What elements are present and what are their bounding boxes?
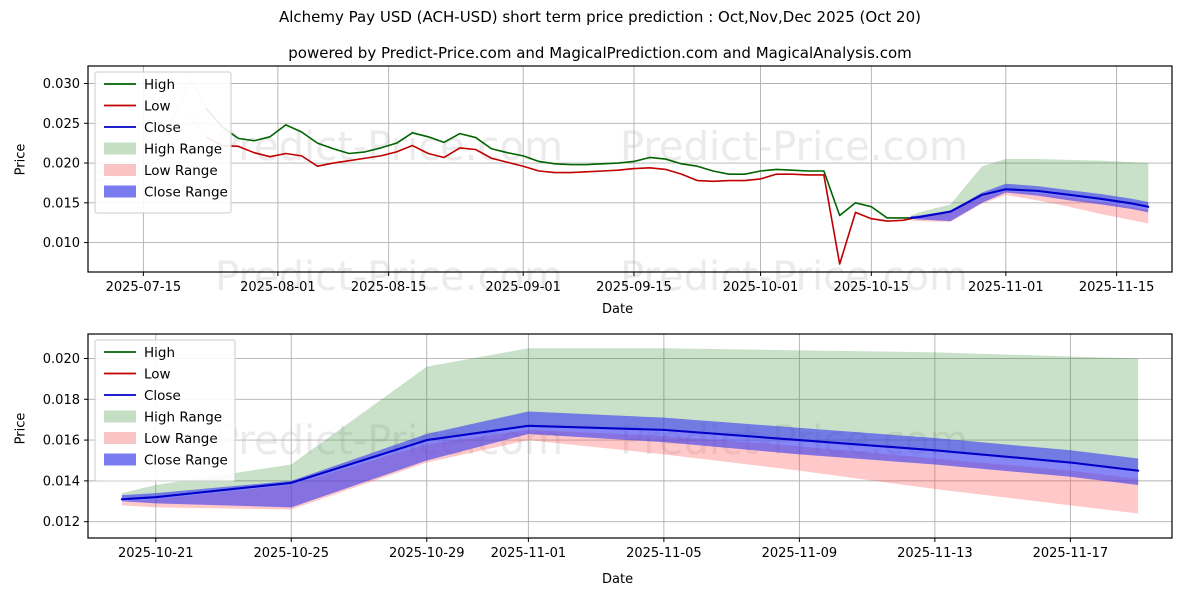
overview-chart: Predict-Price.com Predict-Price.com Pred… <box>0 60 1200 320</box>
x-tick-label: 2025-11-05 <box>626 546 702 561</box>
y-tick-label: 0.025 <box>43 117 80 132</box>
legend-label: Low Range <box>144 431 218 447</box>
legend-swatch <box>104 454 136 466</box>
legend-label: Close Range <box>144 184 228 200</box>
x-tick-label: 2025-08-15 <box>351 280 427 295</box>
x-tick-label: 2025-10-25 <box>253 546 329 561</box>
legend-swatch <box>104 186 136 198</box>
y-tick-label: 0.010 <box>43 236 80 251</box>
legend-label: Low Range <box>144 163 218 179</box>
page-title: Alchemy Pay USD (ACH-USD) short term pri… <box>0 8 1200 26</box>
x-tick-label: 2025-10-29 <box>389 546 465 561</box>
chart-legend: High Low Close High Range Low Range Close Ran… <box>95 72 231 213</box>
x-tick-label: 2025-09-15 <box>596 280 672 295</box>
x-axis-label: Date <box>602 302 633 317</box>
legend-label: High <box>144 77 175 93</box>
y-tick-label: 0.015 <box>43 196 80 211</box>
legend-label: Low <box>144 98 171 114</box>
forecast-detail-chart: Predict-Price.com Predict-Price.com 0.01… <box>0 326 1200 600</box>
legend-label: Close Range <box>144 452 228 468</box>
x-tick-label: 2025-10-01 <box>723 280 799 295</box>
chart-legend: High Low Close High Range Low Range Close Ran… <box>95 340 235 481</box>
x-tick-label: 2025-11-17 <box>1033 546 1109 561</box>
legend-swatch <box>104 143 136 155</box>
x-tick-label: 2025-10-21 <box>118 546 194 561</box>
y-tick-label: 0.016 <box>43 434 80 449</box>
y-tick-label: 0.020 <box>43 157 80 172</box>
y-axis-label: Price <box>14 399 29 459</box>
legend-label: Close <box>144 388 181 404</box>
y-axis-label: Price <box>14 130 29 190</box>
legend-label: High <box>144 345 175 361</box>
x-tick-label: 2025-09-01 <box>485 280 561 295</box>
y-tick-label: 0.012 <box>43 515 80 530</box>
legend-swatch <box>104 432 136 444</box>
legend-swatch <box>104 164 136 176</box>
y-tick-label: 0.018 <box>43 393 80 408</box>
x-axis-label: Date <box>602 572 633 587</box>
legend-label: High Range <box>144 141 222 157</box>
chart-page: Alchemy Pay USD (ACH-USD) short term pri… <box>0 0 1200 600</box>
legend-swatch <box>104 411 136 423</box>
y-tick-label: 0.020 <box>43 352 80 367</box>
x-tick-label: 2025-11-13 <box>897 546 973 561</box>
x-tick-label: 2025-10-15 <box>834 280 910 295</box>
x-tick-label: 2025-11-15 <box>1079 280 1155 295</box>
x-tick-label: 2025-08-01 <box>240 280 316 295</box>
x-tick-label: 2025-11-01 <box>491 546 567 561</box>
legend-label: Close <box>144 120 181 136</box>
y-tick-label: 0.030 <box>43 77 80 92</box>
y-tick-label: 0.014 <box>43 474 80 489</box>
x-tick-label: 2025-07-15 <box>106 280 182 295</box>
legend-label: High Range <box>144 409 222 425</box>
x-tick-label: 2025-11-09 <box>762 546 838 561</box>
legend-label: Low <box>144 366 171 382</box>
x-tick-label: 2025-11-01 <box>968 280 1044 295</box>
